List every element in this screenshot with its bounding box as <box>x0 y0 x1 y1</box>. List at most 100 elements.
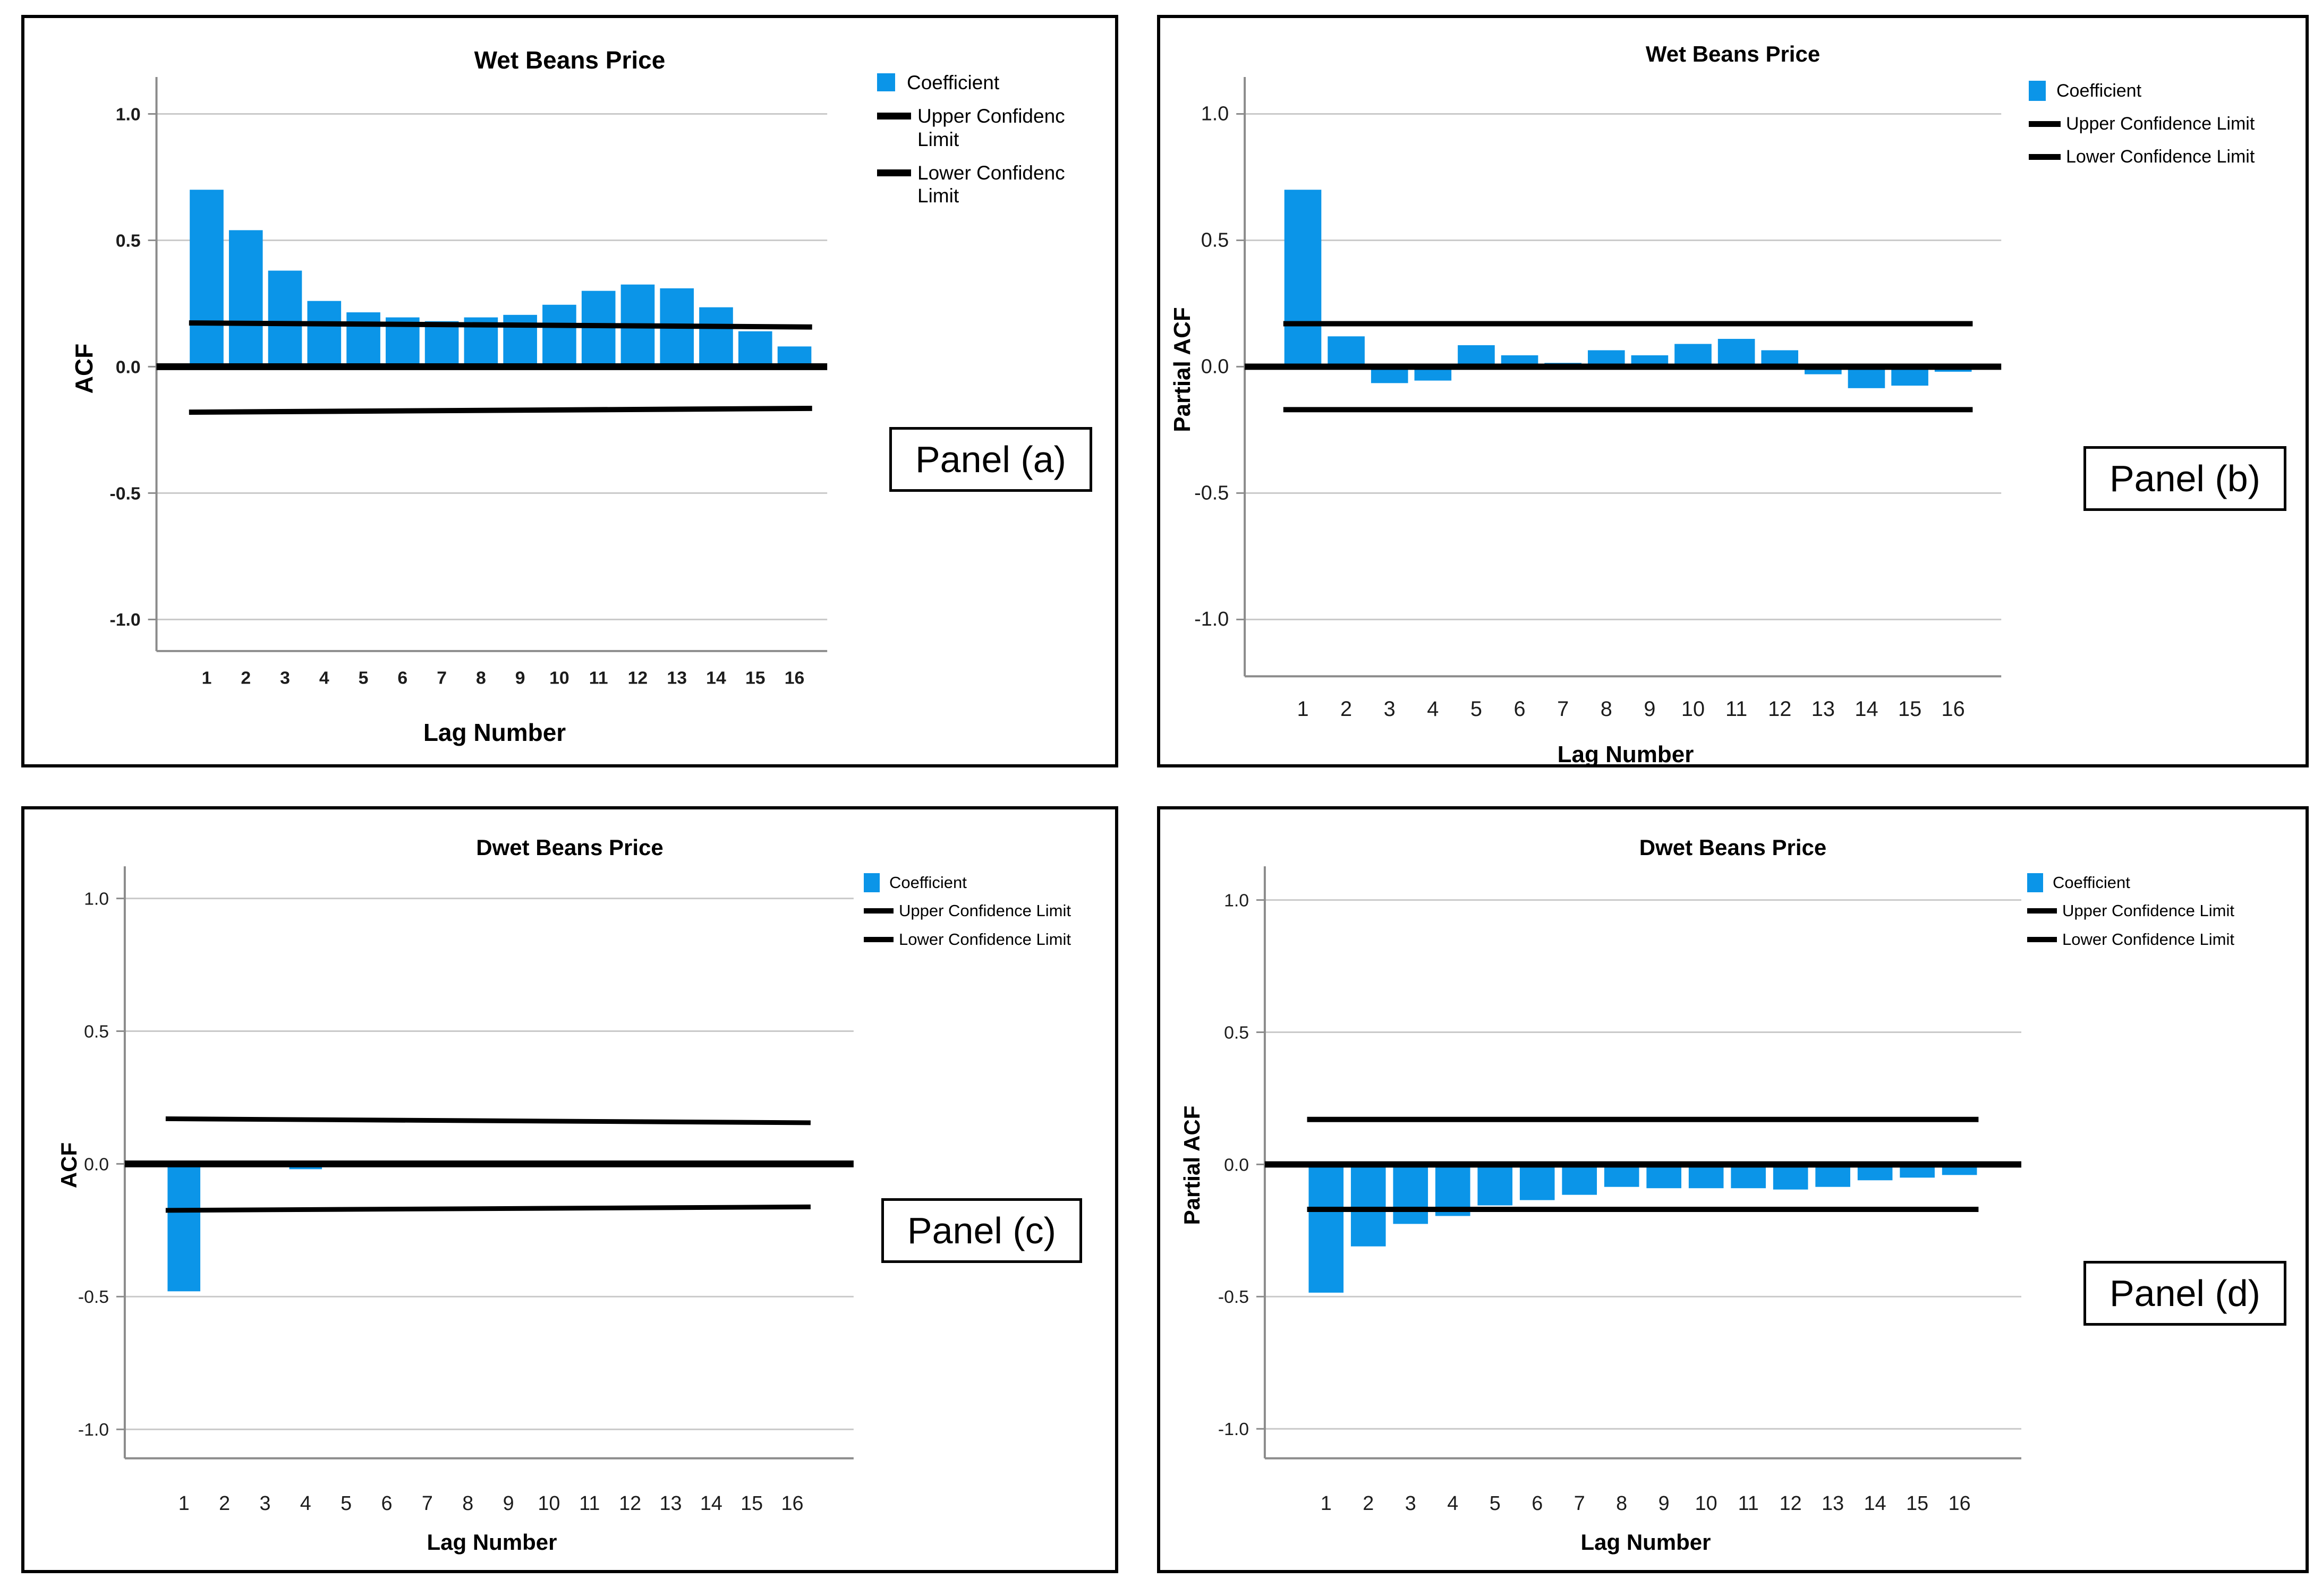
x-tick-label: 8 <box>1601 697 1612 721</box>
coefficient-bar-lag-4 <box>307 301 342 367</box>
legend-item-lower-confidence: Lower Confidence Limit <box>2027 930 2234 949</box>
x-tick-label: 9 <box>503 1492 514 1514</box>
x-tick-label: 16 <box>1949 1492 1971 1514</box>
y-axis-title: Partial ACF <box>1169 307 1195 432</box>
legend-label: Upper Confidence Limit <box>899 901 1071 920</box>
x-tick-label: 10 <box>1695 1492 1717 1514</box>
legend-label: Coefficient <box>907 72 1000 93</box>
legend-item-coefficient: Coefficient <box>877 71 1077 94</box>
legend-item-upper-confidence: Upper Confidence Limit <box>2029 114 2255 135</box>
y-tick-label: 1.0 <box>1224 891 1249 911</box>
x-tick-label: 8 <box>462 1492 473 1514</box>
x-tick-label: 2 <box>1363 1492 1374 1514</box>
x-tick-label: 9 <box>515 668 525 688</box>
x-axis-title: Lag Number <box>1557 741 1694 767</box>
upper-confidence-line-icon <box>2029 121 2061 127</box>
x-tick-label: 7 <box>437 668 447 688</box>
x-tick-label: 11 <box>579 1492 600 1514</box>
coefficient-bar-lag-13 <box>1815 1164 1850 1187</box>
lower-confidence-line-icon <box>2029 153 2061 160</box>
coefficient-bar-lag-9 <box>1646 1164 1682 1189</box>
coefficient-bar-lag-3 <box>268 270 302 367</box>
coefficient-bar-lag-7 <box>424 321 459 367</box>
coefficient-swatch-icon <box>864 873 880 892</box>
x-tick-label: 6 <box>1514 697 1526 721</box>
y-tick-label: 1.0 <box>1201 102 1229 124</box>
legend: Coefficient Upper Confidence Limit Lower… <box>2027 873 2234 949</box>
x-tick-label: 7 <box>422 1492 433 1514</box>
x-tick-label: 3 <box>1405 1492 1416 1514</box>
y-axis-title: Partial ACF <box>1179 1105 1204 1225</box>
coefficient-bar-lag-15 <box>1891 366 1928 386</box>
x-tick-label: 1 <box>202 668 212 688</box>
x-tick-label: 4 <box>1427 697 1439 721</box>
coefficient-swatch-icon <box>2029 81 2046 101</box>
x-tick-label: 14 <box>1855 697 1878 721</box>
panel-label-box: Panel (d) <box>2083 1261 2286 1326</box>
panel-label: Panel (c) <box>907 1210 1056 1251</box>
panel-label-box: Panel (b) <box>2083 446 2286 511</box>
x-tick-label: 1 <box>1321 1492 1332 1514</box>
legend-item-lower-confidence: Lower Confidence Limit <box>2029 147 2255 168</box>
x-tick-label: 1 <box>1297 697 1308 721</box>
pacf-plot-d: 1.00.50.0-0.5-1.01 2 3 4 5 6 7 8 9 10 11 12 13 14 15 16 <box>1218 866 2021 1514</box>
legend-label: Lower Confidence Limit <box>899 929 1071 949</box>
panel-label: Panel (b) <box>2109 458 2260 499</box>
legend-item-coefficient: Coefficient <box>2029 81 2255 102</box>
chart-title: Dwet Beans Price <box>476 835 664 860</box>
legend: Coefficient Upper Confidenc Limit Lower … <box>877 71 1077 207</box>
x-tick-label: 9 <box>1644 697 1655 721</box>
coefficient-bar-lag-11 <box>1717 339 1755 367</box>
x-tick-label: 13 <box>1811 697 1835 721</box>
y-tick-label: 0.5 <box>1201 228 1229 251</box>
x-tick-label: 8 <box>476 668 486 688</box>
x-tick-label: 9 <box>1658 1492 1670 1514</box>
coefficient-bar-lag-1 <box>190 190 224 367</box>
y-tick-label: -0.5 <box>1218 1287 1249 1307</box>
lower-confidence-line-icon <box>877 169 911 176</box>
upper-confidence-line-icon <box>2027 908 2057 914</box>
x-tick-label: 8 <box>1616 1492 1627 1514</box>
legend-label: Lower Confidence Limit <box>2066 146 2255 167</box>
y-tick-label: -0.5 <box>1194 481 1229 503</box>
y-tick-label: 0.5 <box>1224 1022 1249 1043</box>
coefficient-bar-lag-1 <box>1284 190 1322 367</box>
y-tick-label: -1.0 <box>1194 608 1229 630</box>
x-tick-label: 14 <box>700 1492 722 1514</box>
coefficient-bar-lag-6 <box>1519 1164 1555 1200</box>
legend-label: Upper Confidence Limit <box>2062 901 2234 920</box>
legend-label: Coefficient <box>2053 873 2130 892</box>
coefficient-bar-lag-5 <box>1477 1164 1513 1206</box>
panel-b: 1.0 0.5 0.0 -0.5 -1.0 1 2 3 4 5 6 7 8 9 10 11 12 13 14 15 16… <box>1157 15 2309 767</box>
chart-title: Dwet Beans Price <box>1639 835 1827 860</box>
x-tick-label: 15 <box>741 1492 763 1514</box>
y-axis-title: ACF <box>70 343 98 394</box>
x-tick-label: 5 <box>359 668 369 688</box>
x-tick-label: 16 <box>1942 697 1965 721</box>
x-tick-label: 6 <box>397 668 407 688</box>
legend-label: Coefficient <box>889 873 967 892</box>
x-tick-label: 6 <box>381 1492 393 1514</box>
coefficient-bar-lag-5 <box>346 312 380 367</box>
x-tick-label: 12 <box>619 1492 641 1514</box>
coefficient-bar-lag-11 <box>581 291 616 367</box>
x-tick-label: 7 <box>1574 1492 1585 1514</box>
upper-confidence-line-icon <box>877 113 911 120</box>
y-tick-label: -1.0 <box>1218 1419 1249 1439</box>
x-tick-label: 12 <box>628 668 648 688</box>
coefficient-bar-lag-3 <box>1393 1164 1428 1224</box>
coefficient-bar-lag-11 <box>1731 1164 1766 1189</box>
coefficient-bar-lag-7 <box>1562 1164 1597 1195</box>
legend-item-coefficient: Coefficient <box>2027 873 2234 892</box>
pacf-plot-b: 1.00.50.0-0.5-1.01 2 3 4 5 6 7 8 9 10 11 12 13 14 15 16 <box>1194 77 2002 721</box>
coefficient-bar-lag-2 <box>228 230 263 367</box>
y-tick-label: 0.0 <box>84 1154 109 1174</box>
upper-confidence-limit-line <box>189 320 812 330</box>
panel-label: Panel (d) <box>2109 1273 2260 1314</box>
panel-label-box: Panel (a) <box>889 427 1092 492</box>
legend-item-coefficient: Coefficient <box>864 873 1071 892</box>
x-tick-label: 11 <box>1738 1492 1759 1514</box>
y-tick-label: 1.0 <box>116 104 141 124</box>
x-axis-title: Lag Number <box>427 1530 557 1555</box>
